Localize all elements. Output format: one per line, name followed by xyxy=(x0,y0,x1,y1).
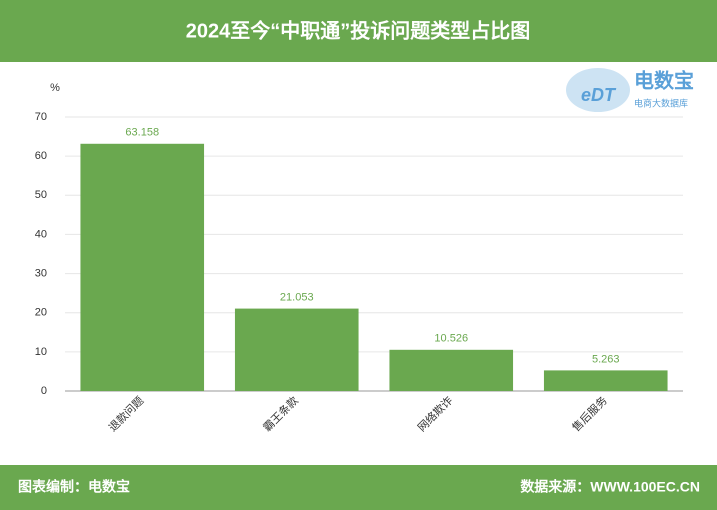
bar xyxy=(80,143,205,391)
footer-bar xyxy=(0,465,717,510)
logo-mark: eDT xyxy=(581,85,617,105)
value-label: 10.526 xyxy=(434,333,468,345)
header-bar xyxy=(0,0,717,62)
bar xyxy=(389,349,514,391)
logo: eDT 电数宝 电商大数据库 xyxy=(566,68,694,112)
value-label: 21.053 xyxy=(280,291,314,303)
logo-cloud xyxy=(566,68,630,112)
value-label: 63.158 xyxy=(125,127,159,139)
value-label: 5.263 xyxy=(592,353,620,365)
y-unit: % xyxy=(50,82,60,94)
footer-right: 数据来源：WWW.100EC.CN xyxy=(520,479,700,495)
logo-name: 电数宝 xyxy=(634,68,694,92)
y-tick-label: 30 xyxy=(35,267,47,279)
chart-title: 2024至今“中职通”投诉问题类型占比图 xyxy=(186,18,531,42)
y-tick-label: 40 xyxy=(35,228,47,240)
y-tick-label: 70 xyxy=(35,111,47,123)
y-tick-label: 0 xyxy=(41,385,47,397)
bar xyxy=(234,308,359,391)
bar xyxy=(543,370,668,391)
y-tick-label: 50 xyxy=(35,189,47,201)
footer-left: 图表编制：电数宝 xyxy=(18,479,130,495)
y-tick-label: 20 xyxy=(35,307,47,319)
y-tick-label: 10 xyxy=(35,346,47,358)
y-tick-label: 60 xyxy=(35,150,47,162)
logo-tagline: 电商大数据库 xyxy=(634,97,688,108)
